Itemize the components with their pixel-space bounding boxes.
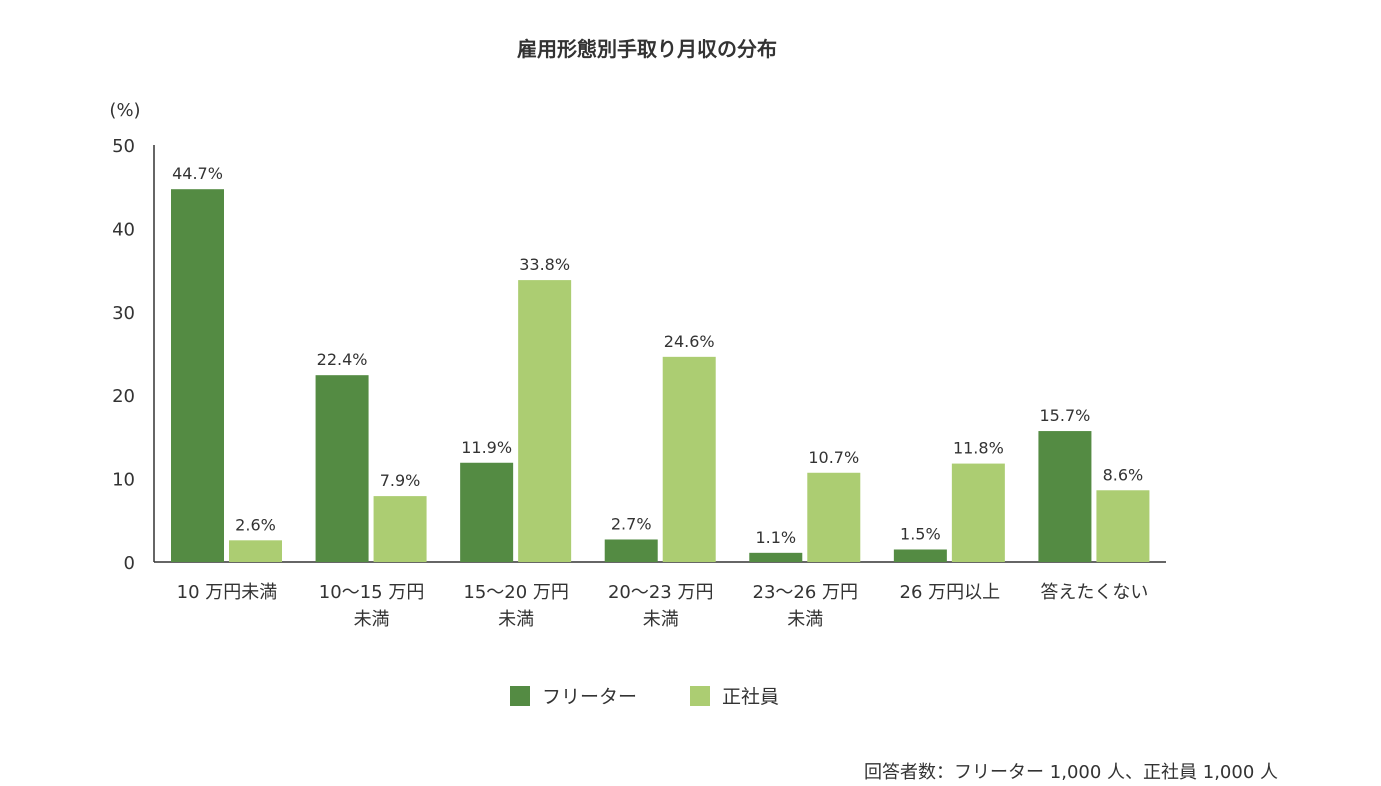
x-tick-label: 未満 (787, 609, 823, 630)
data-label: 1.1% (755, 528, 796, 547)
y-tick-label: 10 (112, 470, 135, 491)
data-label: 11.9% (461, 438, 512, 457)
bar-seishain (951, 463, 1005, 562)
x-tick-label: 23〜26 万円 (753, 582, 859, 603)
y-axis-label: (%) (109, 100, 140, 121)
bar-seishain (1096, 490, 1150, 562)
y-tick-label: 50 (112, 136, 135, 157)
bar-seishain (518, 280, 572, 562)
x-tick-label: 26 万円以上 (900, 582, 1001, 603)
x-tick-label: 15〜20 万円 (463, 582, 569, 603)
data-label: 11.8% (953, 439, 1004, 458)
legend-label: フリーター (542, 686, 637, 708)
legend-swatch (510, 686, 530, 706)
x-tick-label: 未満 (498, 609, 534, 630)
x-tick-label: 未満 (354, 609, 390, 630)
legend-swatch (690, 686, 710, 706)
bar-seishain (807, 472, 861, 562)
y-tick-label: 20 (112, 386, 135, 407)
x-tick-label: 10 万円未満 (177, 582, 278, 603)
bar-seishain (229, 540, 282, 562)
bar-freeter (315, 375, 369, 562)
data-label: 7.9% (380, 471, 421, 490)
data-label: 44.7% (172, 164, 223, 183)
bar-freeter (893, 549, 947, 562)
data-label: 2.6% (235, 515, 276, 534)
data-label: 15.7% (1040, 406, 1091, 425)
y-tick-label: 40 (112, 219, 135, 240)
chart-title: 雇用形態別手取り月収の分布 (517, 37, 777, 61)
bar-freeter (749, 552, 803, 562)
y-tick-label: 30 (112, 303, 135, 324)
footnote: 回答者数：フリーター 1,000 人、正社員 1,000 人 (864, 762, 1278, 783)
data-label: 2.7% (611, 514, 652, 533)
legend-label: 正社員 (722, 686, 779, 708)
x-tick-label: 10〜15 万円 (319, 582, 425, 603)
y-tick-label: 0 (124, 553, 135, 574)
bar-seishain (373, 496, 427, 562)
data-label: 33.8% (519, 255, 570, 274)
data-label: 24.6% (664, 332, 715, 351)
data-label: 22.4% (317, 350, 368, 369)
bar-freeter (460, 462, 514, 562)
x-tick-label: 答えたくない (1040, 582, 1148, 603)
data-label: 8.6% (1103, 465, 1144, 484)
x-tick-label: 20〜23 万円 (608, 582, 714, 603)
data-label: 1.5% (900, 524, 941, 543)
bar-freeter (1038, 431, 1092, 562)
bar-freeter (604, 539, 658, 562)
bar-freeter (171, 189, 224, 562)
data-label: 10.7% (808, 448, 859, 467)
bar-seishain (662, 356, 716, 562)
x-tick-label: 未満 (643, 609, 679, 630)
